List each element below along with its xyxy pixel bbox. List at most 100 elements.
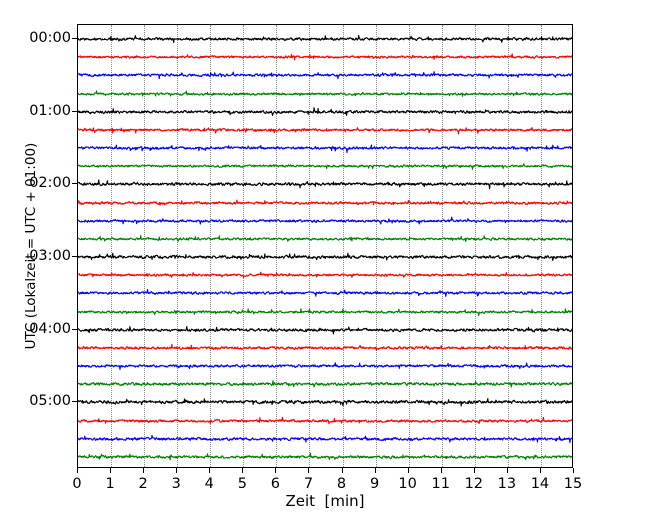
seismogram-trace — [78, 179, 572, 190]
gridline-vertical — [408, 25, 410, 467]
x-tick-mark — [407, 468, 409, 473]
trace-polyline — [78, 252, 572, 261]
seismogram-trace — [78, 398, 572, 407]
y-tick-label: 01:00 — [29, 102, 71, 119]
seismogram-trace — [78, 53, 572, 61]
y-tick-label: 02:00 — [29, 175, 71, 192]
x-tick-mark — [110, 468, 112, 473]
gridline-vertical — [375, 25, 377, 467]
seismogram-trace — [78, 163, 572, 171]
seismogram-trace — [78, 325, 572, 335]
seismogram-trace — [78, 289, 572, 298]
x-axis-label: Zeit [min] — [285, 492, 365, 510]
trace-polyline — [78, 398, 572, 407]
y-tick-mark — [72, 38, 77, 39]
x-tick-label: 7 — [303, 476, 314, 492]
seismogram-trace — [78, 106, 572, 116]
seismogram-trace — [78, 126, 572, 135]
y-tick-label: 04:00 — [29, 320, 71, 337]
gridline-vertical — [243, 25, 245, 467]
x-tick-mark — [275, 468, 277, 473]
trace-polyline — [78, 434, 572, 443]
trace-polyline — [78, 163, 572, 171]
trace-polyline — [78, 380, 572, 388]
y-tick-mark — [72, 256, 77, 258]
y-tick-mark — [72, 328, 77, 330]
gridline-vertical — [342, 25, 344, 467]
x-tick-mark — [440, 468, 442, 473]
seismogram-trace — [78, 452, 572, 461]
seismogram-trace — [78, 307, 572, 316]
seismogram-trace — [78, 199, 572, 206]
x-tick-label: 4 — [204, 476, 214, 492]
seismogram-trace — [78, 216, 572, 225]
x-tick-mark — [374, 468, 376, 473]
seismogram-trace — [78, 362, 572, 371]
x-tick-label: 10 — [398, 476, 417, 492]
trace-polyline — [78, 106, 572, 116]
gridline-vertical — [507, 25, 509, 467]
gridline-vertical — [210, 25, 212, 467]
trace-polyline — [78, 126, 572, 135]
gridline-vertical — [474, 25, 476, 467]
seismogram-trace — [78, 252, 572, 261]
gridline-vertical — [441, 25, 443, 467]
x-tick-label: 3 — [171, 476, 181, 492]
trace-polyline — [78, 53, 572, 61]
x-tick-mark — [308, 468, 310, 473]
trace-polyline — [78, 34, 572, 44]
x-tick-label: 13 — [497, 476, 517, 492]
seismogram-trace — [78, 34, 572, 44]
y-tick-mark — [72, 110, 77, 112]
y-tick-mark — [72, 183, 77, 185]
trace-polyline — [78, 289, 572, 298]
x-tick-mark — [143, 468, 145, 473]
x-tick-label: 1 — [105, 476, 115, 492]
trace-polyline — [78, 416, 572, 424]
x-tick-label: 12 — [464, 476, 484, 492]
gridline-vertical — [276, 25, 278, 467]
trace-polyline — [78, 325, 572, 335]
x-tick-mark — [77, 468, 78, 473]
gridline-vertical — [144, 25, 146, 467]
trace-polyline — [78, 89, 572, 97]
seismogram-trace — [78, 271, 572, 279]
trace-polyline — [78, 343, 572, 351]
x-tick-mark — [242, 468, 244, 473]
gridline-vertical — [111, 25, 113, 467]
x-tick-mark — [341, 468, 343, 473]
trace-polyline — [78, 452, 572, 461]
seismogram-trace — [78, 89, 572, 97]
x-tick-mark — [473, 468, 475, 473]
x-tick-label: 15 — [563, 476, 583, 492]
trace-polyline — [78, 71, 572, 80]
y-tick-label: 00:00 — [29, 30, 71, 46]
x-tick-label: 6 — [270, 476, 280, 492]
seismogram-trace — [78, 343, 572, 351]
x-tick-label: 14 — [530, 476, 550, 492]
trace-polyline — [78, 144, 572, 154]
y-tick-label: 05:00 — [29, 393, 71, 410]
plot-area — [77, 24, 573, 468]
x-tick-label: 9 — [369, 476, 380, 492]
trace-polyline — [78, 199, 572, 206]
gridline-vertical — [309, 25, 311, 467]
y-tick-label: 03:00 — [29, 248, 71, 265]
seismogram-trace — [78, 144, 572, 154]
gridline-vertical — [177, 25, 179, 467]
x-tick-label: 2 — [138, 476, 148, 492]
y-tick-mark — [72, 401, 77, 403]
trace-polyline — [78, 362, 572, 371]
x-tick-label: 8 — [336, 476, 347, 492]
trace-polyline — [78, 271, 572, 279]
trace-polyline — [78, 179, 572, 190]
x-tick-mark — [209, 468, 211, 473]
x-tick-mark — [573, 468, 574, 473]
x-tick-label: 5 — [237, 476, 247, 492]
trace-polyline — [78, 234, 572, 242]
gridline-vertical — [540, 25, 542, 467]
trace-polyline — [78, 216, 572, 225]
seismogram-trace — [78, 434, 572, 443]
seismogram-trace — [78, 234, 572, 242]
